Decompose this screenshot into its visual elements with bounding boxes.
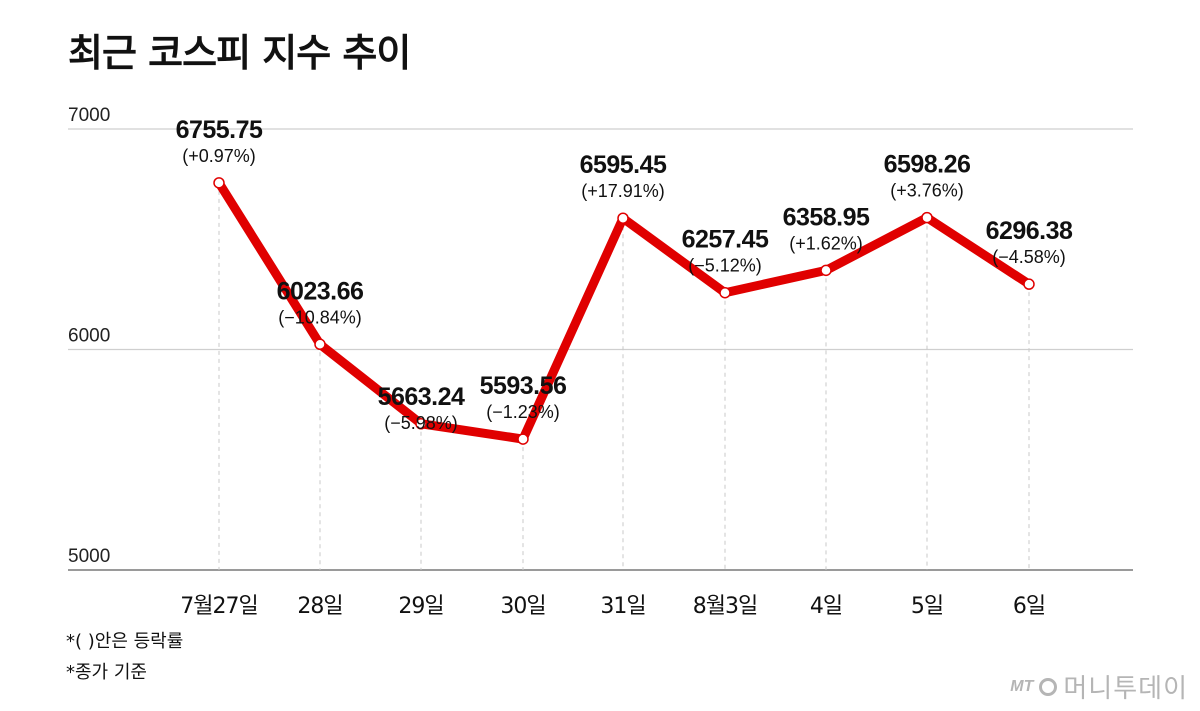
change-label: (+3.76%)	[890, 181, 964, 201]
value-label: 6257.45	[682, 226, 769, 254]
change-label: (+0.97%)	[182, 146, 256, 166]
value-label: 6358.95	[783, 203, 870, 231]
data-point	[415, 418, 427, 430]
x-axis-ticks: 7월27일 28일 29일 30일 31일 8월3일 4일 5일 6일	[180, 594, 1046, 619]
vertical-guides	[218, 182, 1030, 570]
data-point	[517, 433, 529, 445]
value-label: 5663.24	[378, 383, 465, 411]
change-label: (+1.62%)	[789, 233, 863, 253]
data-labels: 6755.75(+0.97%)6023.66(−10.84%)5663.24(−…	[176, 116, 1074, 433]
data-points	[213, 177, 1035, 445]
value-label: 6755.75	[176, 116, 263, 144]
change-label: (−5.98%)	[384, 413, 458, 433]
data-point	[617, 212, 629, 224]
x-tick-label: 5일	[911, 594, 943, 619]
x-tick-label: 6일	[1013, 594, 1045, 619]
y-tick-label: 5000	[68, 546, 110, 567]
data-point	[820, 264, 832, 277]
change-label: (−4.58%)	[992, 247, 1066, 267]
footnote-closing-price: *종가 기준	[66, 662, 147, 683]
chart-title: 최근 코스피 지수 추이	[68, 31, 411, 75]
x-tick-label: 28일	[297, 594, 342, 619]
x-tick-label: 8월3일	[693, 594, 757, 619]
value-label: 5593.56	[480, 372, 567, 400]
publisher-logo: MT 머니투데이	[1010, 668, 1188, 705]
change-label: (−5.12%)	[688, 256, 762, 276]
change-label: (−1.23%)	[486, 402, 560, 422]
logo-mark: MT	[1010, 677, 1034, 695]
value-label: 6598.26	[884, 151, 971, 179]
x-tick-label: 4일	[810, 594, 842, 619]
footnotes: *( )안은 등락률 *종가 기준	[66, 626, 183, 688]
logo-name: 머니투데이	[1063, 674, 1188, 704]
data-point	[314, 338, 326, 351]
value-label: 6595.45	[580, 151, 667, 179]
change-label: (+17.91%)	[581, 181, 665, 201]
x-tick-label: 7월27일	[180, 594, 257, 619]
y-tick-label: 6000	[68, 326, 110, 347]
x-tick-label: 29일	[398, 594, 443, 619]
value-label: 6296.38	[986, 217, 1073, 245]
y-axis-ticks: 7000 6000 5000	[68, 105, 110, 567]
data-point	[1023, 278, 1035, 290]
change-label: (−10.84%)	[278, 307, 362, 327]
logo-ring-icon	[1039, 677, 1058, 696]
x-tick-label: 31일	[600, 594, 645, 619]
data-point	[719, 286, 731, 299]
y-tick-label: 7000	[68, 105, 110, 126]
x-tick-label: 30일	[500, 594, 545, 619]
value-label: 6023.66	[277, 277, 364, 305]
data-point	[213, 177, 225, 189]
grid-lines	[68, 128, 1133, 571]
footnote-change-rate: *( )안은 등락률	[66, 631, 184, 652]
data-point	[921, 211, 933, 224]
